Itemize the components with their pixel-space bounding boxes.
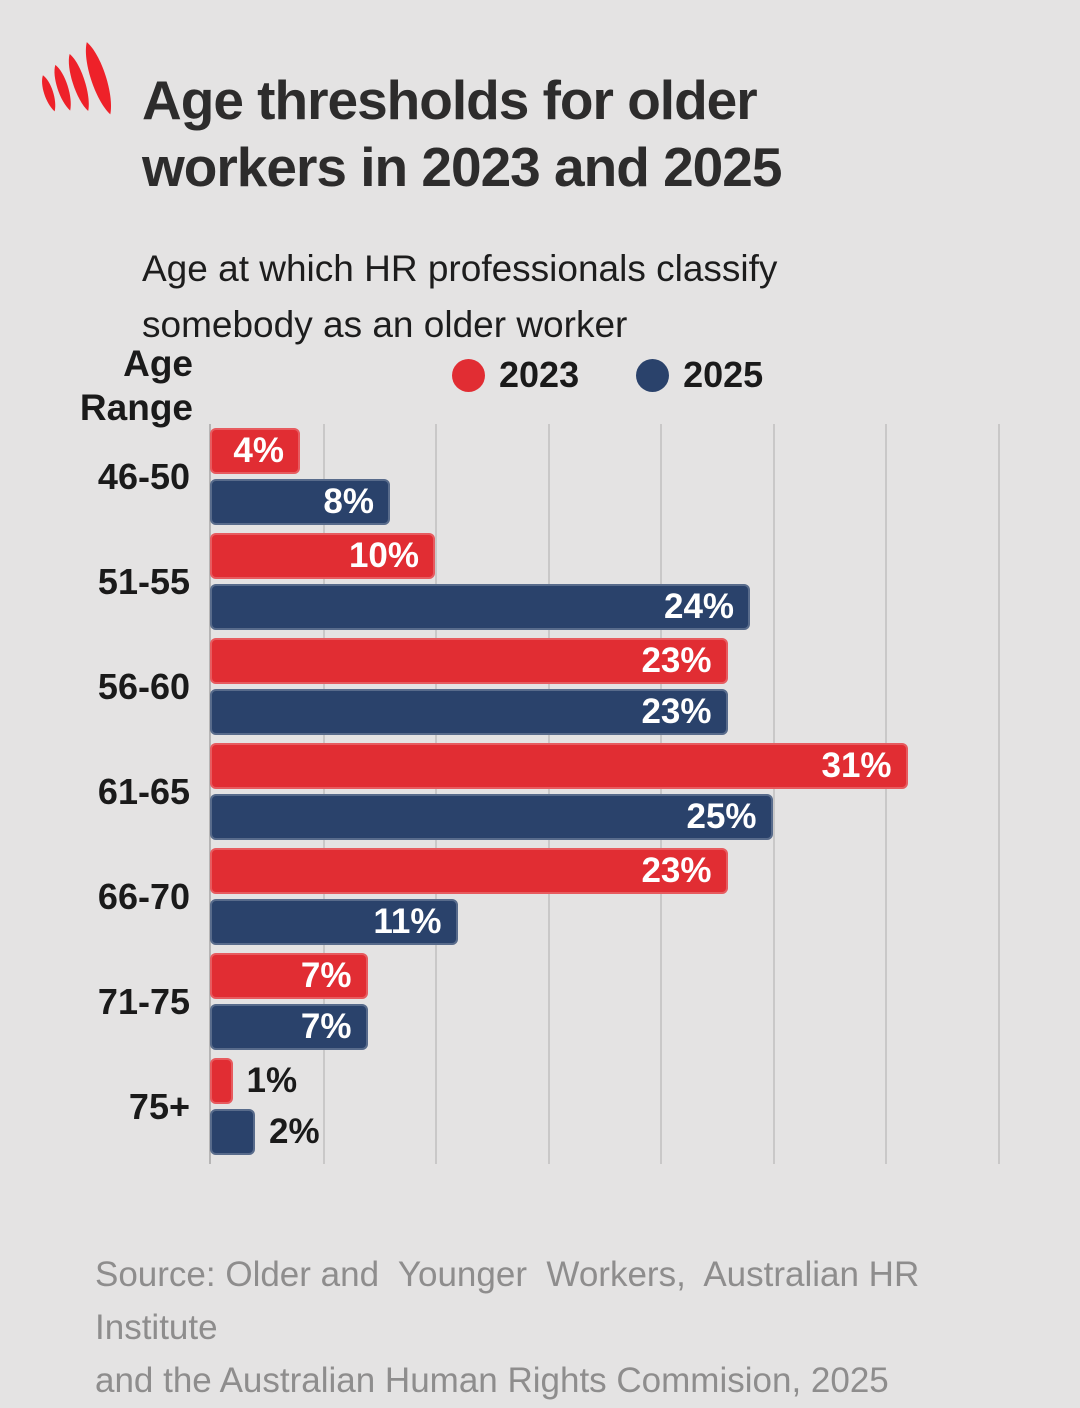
bar-2023-66-70: 23% [210, 848, 728, 894]
bar-value-label-2025-71-75: 7% [300, 1007, 352, 1046]
bar-value-label-2025-46-50: 8% [323, 482, 375, 521]
bar-2025-51-55: 24% [210, 584, 751, 630]
sbs-logo-mark [42, 42, 111, 115]
category-label-61-65: 61-65 [97, 770, 190, 812]
category-label-75+: 75+ [128, 1085, 190, 1127]
legend-label-2025: 2025 [683, 354, 764, 395]
bar-2025-46-50: 8% [210, 479, 391, 525]
bar-value-label-2023-71-75: 7% [300, 956, 352, 995]
gridline-25 [772, 424, 775, 1164]
category-label-51-55: 51-55 [97, 560, 190, 602]
legend-dot-2025-icon [636, 358, 670, 392]
bar-group-61-65: 61-65 31% 25% [98, 743, 1050, 840]
bar-2023-61-65: 31% [210, 743, 908, 789]
bar-value-label-2023-61-65: 31% [821, 746, 892, 785]
category-label-66-70: 66-70 [97, 875, 190, 917]
bar-2023-51-55: 10% [210, 533, 436, 579]
bar-value-label-2025-56-60: 23% [641, 692, 712, 731]
bar-group-51-55: 51-55 10% 24% [98, 533, 1050, 630]
bar-value-label-2023-75+: 1% [246, 1061, 298, 1100]
chart-subtitle: Age at which HR professionals classify s… [142, 248, 778, 345]
legend-label-2023: 2023 [499, 354, 580, 395]
bar-group-56-60: 56-60 23% 23% [98, 638, 1050, 735]
bar-value-label-2023-46-50: 4% [233, 431, 284, 470]
bar-value-label-2025-75+: 2% [269, 1112, 320, 1151]
bar-value-label-2025-51-55: 24% [663, 587, 735, 626]
legend-dot-2023-icon [452, 358, 485, 392]
sbs-mercury-logo-icon [42, 42, 111, 115]
legend-item-2025: 2025 [636, 354, 763, 396]
bar-2023-71-75: 7% [210, 953, 368, 999]
bar-value-label-2025-61-65: 25% [686, 797, 757, 836]
source-attribution: Source: Older and Younger Workers, Austr… [95, 1255, 920, 1401]
bar-group-46-50: 46-50 4% 8% [98, 428, 1050, 525]
bar-2025-56-60: 23% [210, 689, 728, 735]
bar-2023-75+: 1% [210, 1058, 297, 1104]
bar-value-label-2023-51-55: 10% [348, 536, 420, 575]
plot-area: 46-50 4% 8% 51-55 10% 24% 56-60 23% 23% 61-65 31% 2… [98, 424, 1050, 1164]
infographic-page: Age thresholds for older workers in 2023… [42, 42, 1050, 1400]
bar-2025-75+: 2% [210, 1109, 320, 1155]
category-label-56-60: 56-60 [97, 665, 190, 707]
bar-group-66-70: 66-70 23% 11% [98, 848, 1050, 945]
bar-2023-46-50: 4% [210, 428, 300, 474]
bar-group-71-75: 71-75 7% 7% [98, 953, 1050, 1050]
bar-group-75+: 75+ 1% 2% [129, 1058, 1050, 1155]
category-label-46-50: 46-50 [97, 455, 190, 497]
chart-legend: 2023 2025 [452, 354, 763, 396]
bar-value-label-2025-66-70: 11% [373, 902, 442, 941]
gridline-35 [997, 424, 1000, 1164]
page-title: Age thresholds for older workers in 2023… [142, 68, 782, 198]
bar-value-label-2023-66-70: 23% [641, 851, 712, 890]
bar-2025-61-65: 25% [210, 794, 773, 840]
bar-value-label-2023-56-60: 23% [641, 641, 712, 680]
bar-2023-56-60: 23% [210, 638, 728, 684]
bar-2025-66-70: 11% [210, 899, 458, 945]
gridline-30 [885, 424, 888, 1164]
bar-2025-71-75: 7% [210, 1004, 368, 1050]
y-axis-line [209, 424, 211, 1164]
category-label-71-75: 71-75 [97, 980, 190, 1022]
y-axis-title: Age Range [79, 343, 193, 429]
legend-item-2023: 2023 [452, 354, 579, 396]
